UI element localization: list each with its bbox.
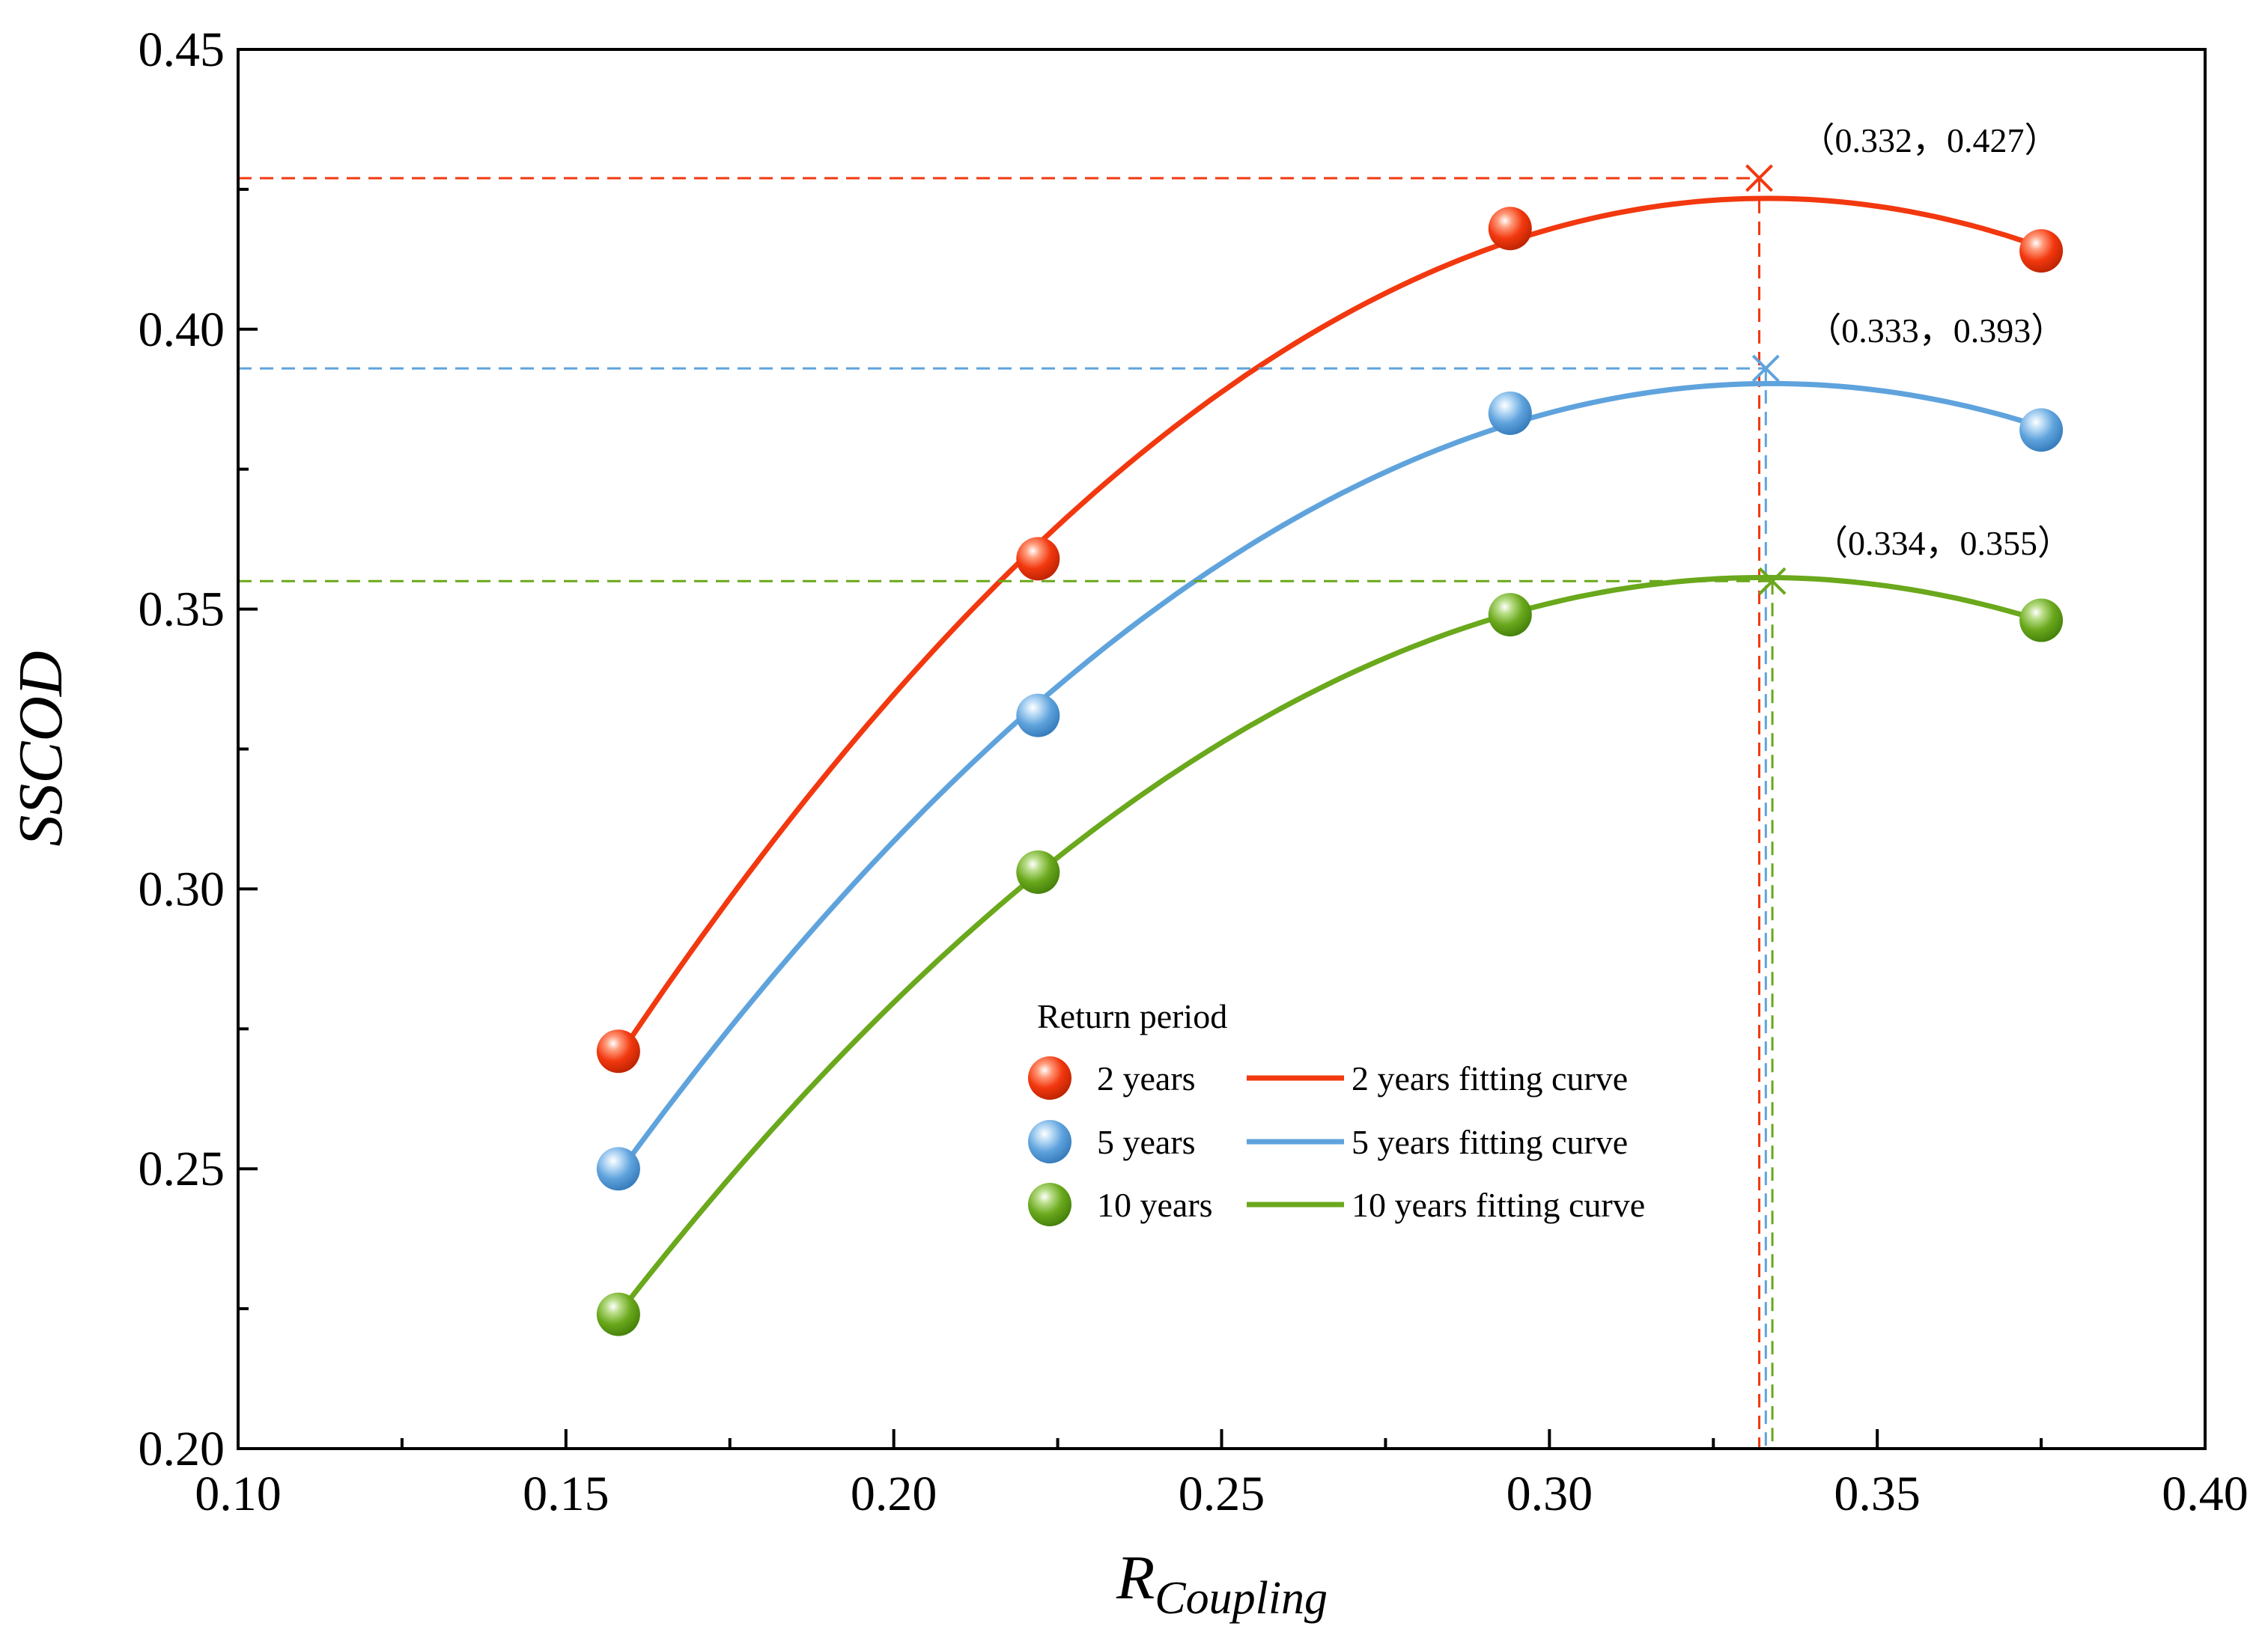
peak-marker-b-2-years [1745,164,1773,192]
legend-label-10-years: 10 years [1097,1186,1213,1224]
legend-curve-label-2-years: 2 years fitting curve [1352,1059,1628,1098]
x-tick-label: 0.10 [195,1467,282,1521]
x-axis-title: RCoupling [1116,1543,1328,1624]
y-tick-label: 0.20 [139,1422,225,1476]
plot-area: （0.332，0.427） （0.333，0.393） （0.334，0.355） [238,121,2072,1449]
legend-curve-label-5-years: 5 years fitting curve [1352,1123,1628,1161]
fitting-curve-5-years [615,380,2044,1176]
x-tick-label: 0.20 [851,1467,937,1521]
data-point-5-years [1488,391,1532,435]
data-point-10-years [2019,598,2064,642]
peak-label-5-years: （0.333，0.393） [1807,311,2065,350]
data-point-10-years [1488,593,1532,637]
fitting-curve-2-years [615,195,2044,1059]
data-point-5-years [1016,693,1060,737]
y-tick-label: 0.25 [139,1142,225,1196]
x-axis-title-main: R [1116,1543,1155,1613]
fitting-curve-10-years [615,574,2044,1317]
legend-label-5-years: 5 years [1097,1123,1196,1161]
y-tick-label: 0.30 [139,862,225,916]
legend-marker-10-years [1028,1183,1071,1226]
legend: Return period 2 years 2 years fitting cu… [1028,997,1645,1226]
peak-label-2-years: （0.332，0.427） [1801,121,2059,159]
data-point-10-years [596,1292,640,1336]
x-tick-label: 0.25 [1179,1467,1265,1521]
y-tick-label: 0.45 [139,22,225,77]
data-point-2-years [1016,537,1060,581]
legend-label-2-years: 2 years [1097,1059,1196,1098]
x-tick-label: 0.30 [1507,1467,1593,1521]
data-point-2-years [596,1029,640,1074]
data-point-10-years [1016,850,1060,894]
legend-curve-label-10-years: 10 years fitting curve [1352,1186,1645,1224]
x-tick-label: 0.40 [2162,1467,2249,1521]
peak-marker-b-10-years [1758,567,1787,595]
data-point-5-years [2019,408,2064,452]
data-point-5-years [596,1147,640,1191]
legend-title: Return period [1037,997,1227,1035]
data-point-2-years [2019,229,2064,273]
y-axis-title: SSCOD [6,651,76,846]
x-axis-title-sub: Coupling [1155,1573,1328,1624]
y-tick-label: 0.35 [139,582,225,637]
axes: 0.10 0.15 0.20 0.25 0.30 0.35 0.40 0.20 0.25 0.30… [139,22,2249,1521]
x-tick-label: 0.35 [1834,1467,1921,1521]
legend-marker-2-years [1028,1056,1071,1100]
plot-frame [237,48,2207,1450]
legend-marker-5-years [1028,1120,1071,1163]
peak-label-10-years: （0.334，0.355） [1814,524,2072,562]
peak-marker-b-5-years [1751,354,1780,383]
y-tick-label: 0.40 [139,302,225,357]
data-point-2-years [1488,207,1532,251]
x-tick-label: 0.15 [523,1467,609,1521]
